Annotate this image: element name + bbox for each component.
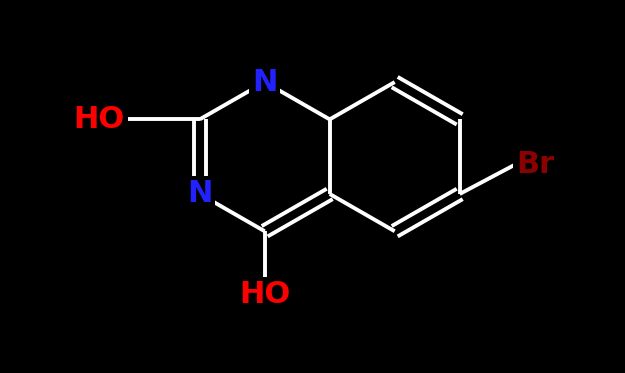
Text: N: N xyxy=(252,68,278,97)
Text: N: N xyxy=(187,179,213,209)
Text: HO: HO xyxy=(239,280,291,309)
Text: Br: Br xyxy=(516,150,554,179)
Text: HO: HO xyxy=(73,105,124,134)
